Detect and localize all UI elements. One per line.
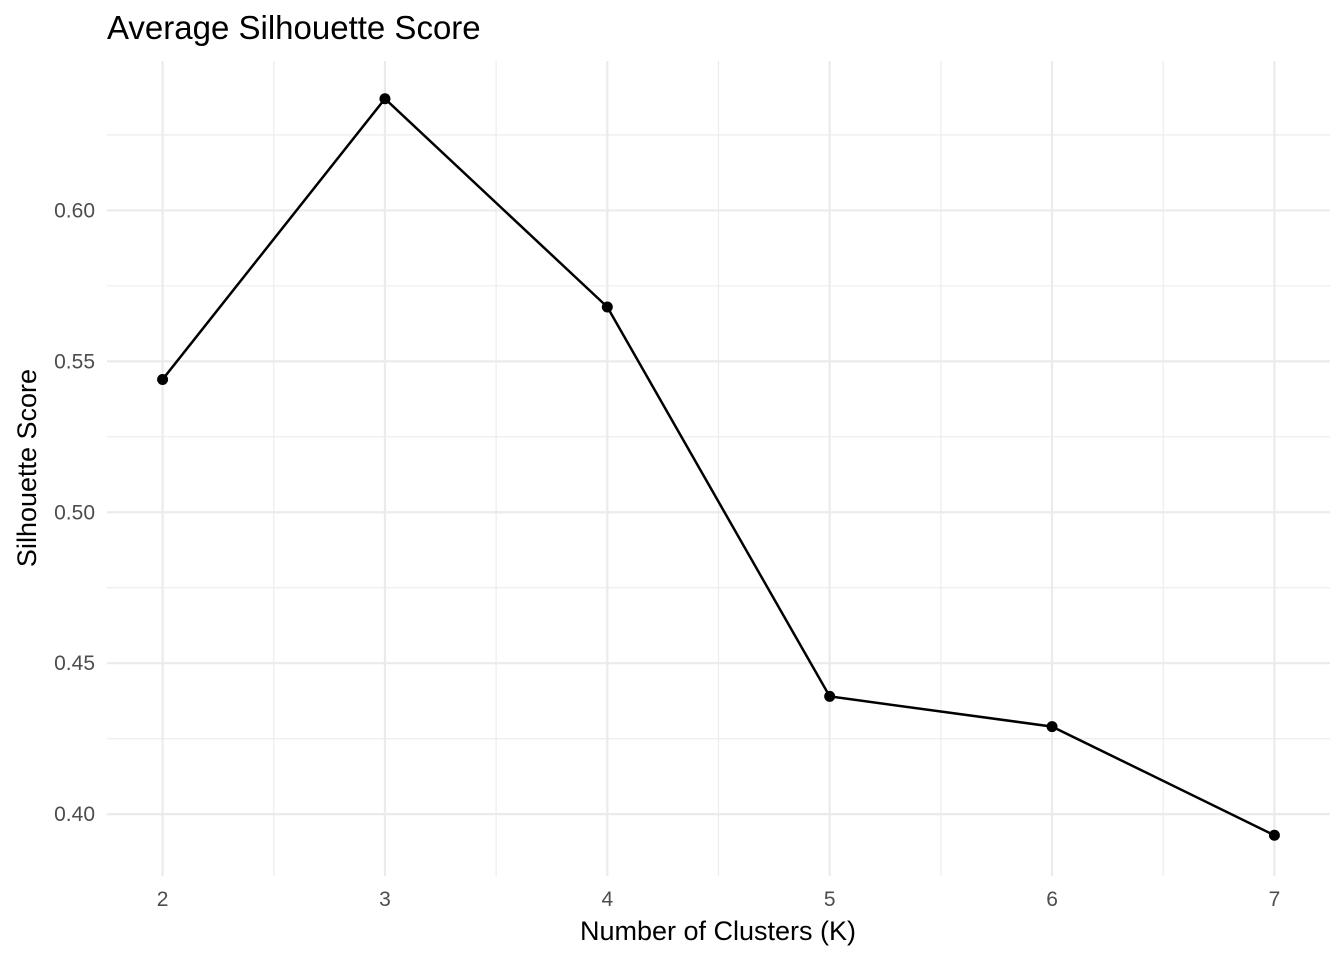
y-axis-ticks: 0.40 0.45 0.50 0.55 0.60 <box>54 199 95 826</box>
x-tick-label: 7 <box>1269 888 1281 911</box>
x-tick-label: 6 <box>1046 888 1058 911</box>
x-axis-ticks: 2 3 4 5 6 7 <box>157 888 1281 911</box>
data-point <box>601 301 613 313</box>
series-silhouette <box>157 93 1280 841</box>
x-tick-label: 5 <box>824 888 836 911</box>
series-line <box>161 96 1275 837</box>
x-tick-label: 3 <box>379 888 391 911</box>
y-axis-title: Silhouette Score <box>12 369 42 567</box>
y-tick-label: 0.60 <box>54 199 95 222</box>
data-point <box>1268 829 1280 841</box>
x-axis-title: Number of Clusters (K) <box>580 916 856 946</box>
data-point <box>157 373 169 385</box>
y-tick-label: 0.40 <box>54 803 95 826</box>
y-tick-label: 0.50 <box>54 501 95 524</box>
x-tick-label: 4 <box>601 888 613 911</box>
x-tick-label: 2 <box>157 888 169 911</box>
y-tick-label: 0.45 <box>54 652 95 675</box>
data-point <box>1046 721 1058 733</box>
data-point <box>379 93 391 105</box>
grid-lines <box>107 61 1330 876</box>
chart-title: Average Silhouette Score <box>107 9 481 46</box>
y-tick-label: 0.55 <box>54 350 95 373</box>
data-point <box>824 690 836 702</box>
